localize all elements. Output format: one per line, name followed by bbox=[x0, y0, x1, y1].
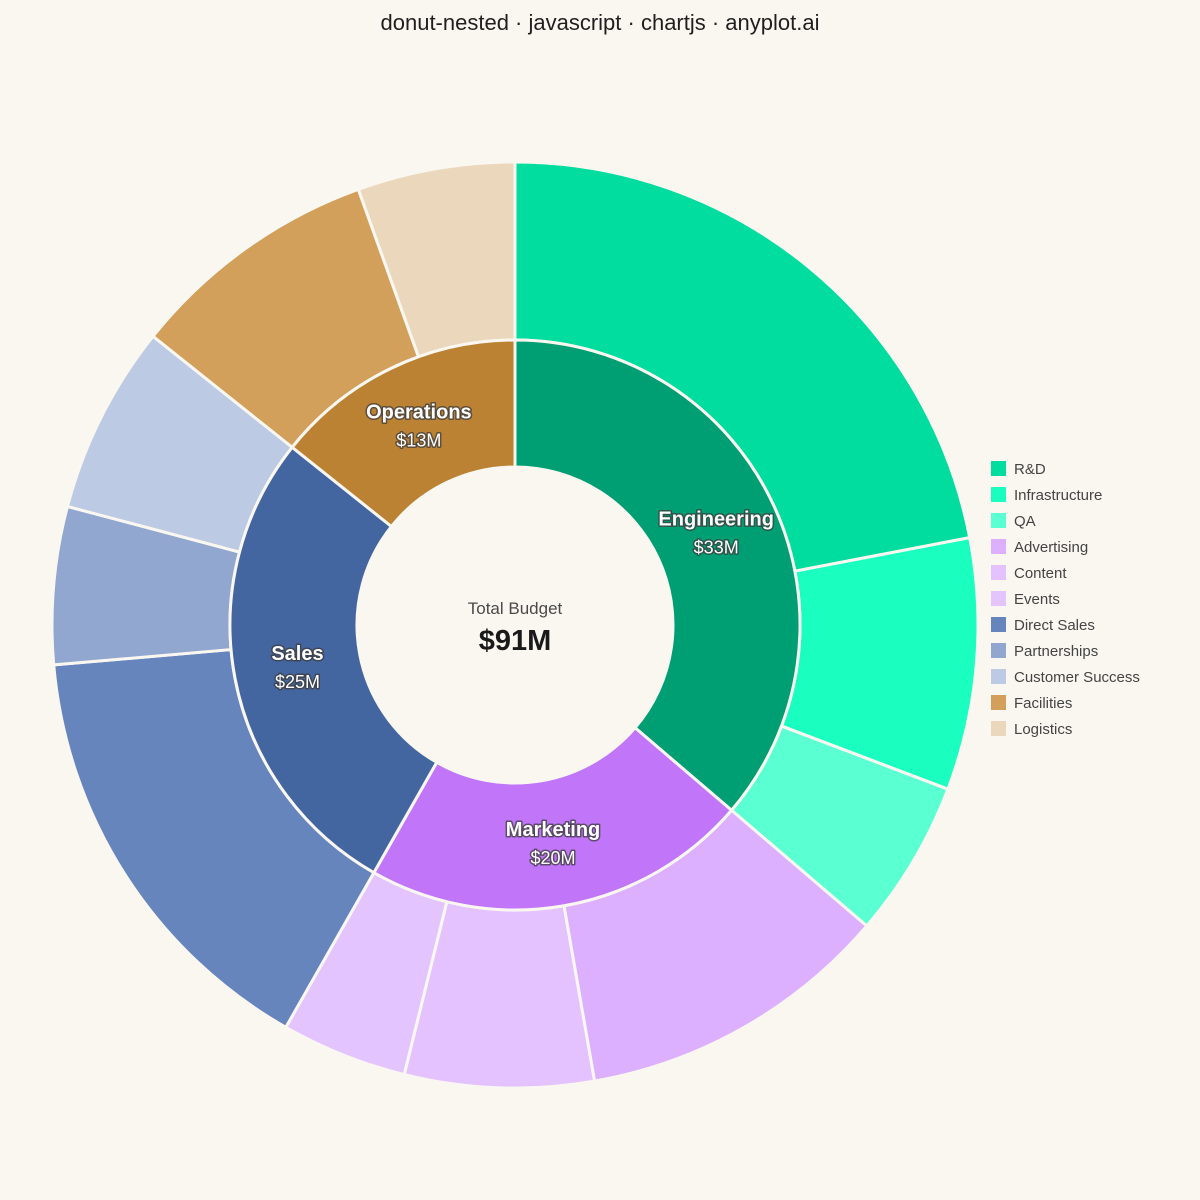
legend-swatch-qa bbox=[991, 513, 1006, 528]
legend-item-facilities: Facilities bbox=[1014, 695, 1072, 712]
inner-slice-label-marketing: Marketing bbox=[506, 819, 600, 841]
legend-swatch-randd bbox=[991, 461, 1006, 476]
legend-item-content: Content bbox=[1014, 565, 1067, 582]
legend-swatch-advertising bbox=[991, 539, 1006, 554]
inner-slice-sales bbox=[228, 445, 439, 875]
legend-item-advertising: Advertising bbox=[1014, 539, 1088, 556]
inner-ring-labels: Engineering $33M Marketing $20M Sales $25M Ope… bbox=[270, 400, 776, 870]
inner-slice-label-engineering: Engineering bbox=[658, 508, 774, 530]
legend-swatch-content bbox=[991, 565, 1006, 580]
inner-slice-marketing bbox=[371, 725, 734, 912]
legend-item-direct-sales: Direct Sales bbox=[1014, 617, 1095, 634]
legend-swatch-infrastructure bbox=[991, 487, 1006, 502]
center-total-value: $91M bbox=[479, 625, 552, 657]
inner-slice-operations bbox=[290, 338, 517, 529]
legend-swatch-direct-sales bbox=[991, 617, 1006, 632]
center-total-label: Total Budget bbox=[468, 599, 563, 618]
inner-slice-value-operations: $13M bbox=[396, 430, 441, 450]
legend-item-logistics: Logistics bbox=[1014, 721, 1072, 738]
outer-ring bbox=[50, 160, 980, 1090]
inner-slice-value-engineering: $33M bbox=[694, 537, 739, 557]
inner-slice-value-sales: $25M bbox=[275, 672, 320, 692]
legend-swatch-partnerships bbox=[991, 643, 1006, 658]
legend-item-customer-success: Customer Success bbox=[1014, 669, 1140, 686]
inner-slice-value-marketing: $20M bbox=[531, 848, 576, 868]
inner-slice-label-operations: Operations bbox=[366, 401, 472, 423]
legend-item-partnerships: Partnerships bbox=[1014, 643, 1098, 660]
legend-swatch-customer-success bbox=[991, 669, 1006, 684]
inner-slice-label-sales: Sales bbox=[271, 643, 323, 665]
legend-item-events: Events bbox=[1014, 591, 1060, 608]
legend: R&D Infrastructure QA Advertising Content Eve… bbox=[991, 461, 1140, 738]
inner-slice-engineering bbox=[513, 338, 802, 813]
legend-swatch-events bbox=[991, 591, 1006, 606]
legend-item-infrastructure: Infrastructure bbox=[1014, 487, 1102, 504]
legend-swatch-logistics bbox=[991, 721, 1006, 736]
inner-ring bbox=[228, 338, 802, 912]
chart-title: donut-nested · javascript · chartjs · an… bbox=[381, 10, 820, 35]
legend-item-qa: QA bbox=[1014, 513, 1036, 530]
legend-swatch-facilities bbox=[991, 695, 1006, 710]
legend-item-randd: R&D bbox=[1014, 461, 1046, 478]
